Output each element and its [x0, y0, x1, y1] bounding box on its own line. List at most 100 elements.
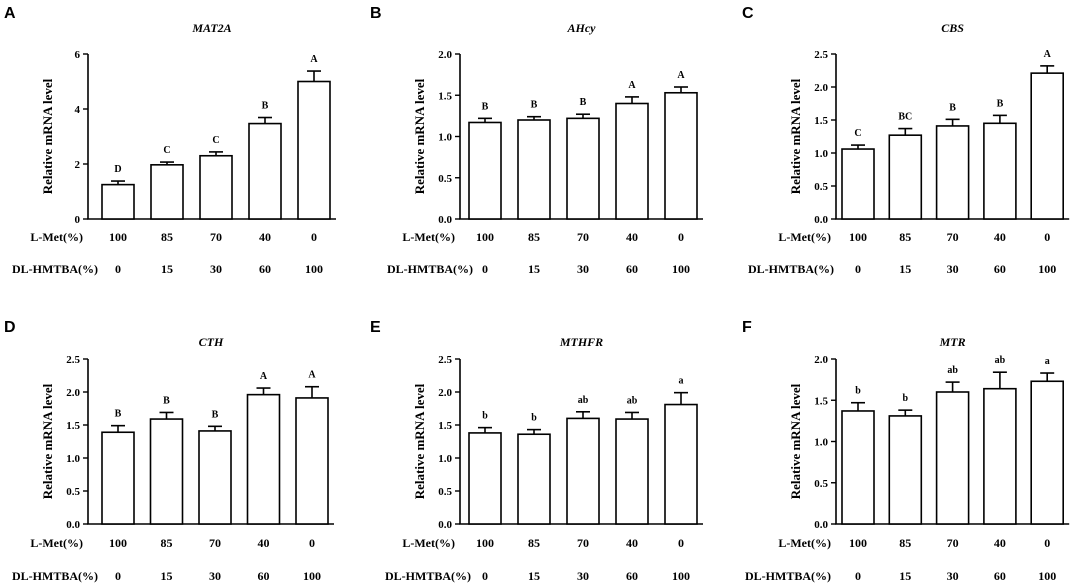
- y-tick-label: 2.5: [438, 354, 452, 366]
- bar: [935, 125, 970, 220]
- significance-letter: A: [1044, 49, 1052, 60]
- bar: [517, 119, 551, 220]
- panel-letter: B: [370, 5, 382, 22]
- significance-letter: B: [163, 395, 170, 406]
- chart-title: MAT2A: [191, 21, 231, 35]
- chart-panel-f: F MTR Relative mRNA level 0.0 0.5 1.0 1.5 2.0 b 1…: [742, 319, 1070, 583]
- bar: [517, 433, 551, 525]
- y-axis-label: Relative mRNA level: [40, 78, 55, 194]
- dlhmtba-value: 100: [672, 262, 690, 276]
- significance-letter: A: [628, 80, 636, 91]
- chart-panel-b: B AHcy Relative mRNA level 0.0 0.5 1.0 1.5 2.0 B…: [370, 5, 703, 276]
- significance-letter: b: [903, 393, 909, 404]
- dlhmtba-value: 30: [577, 569, 589, 583]
- significance-letter: A: [677, 70, 685, 81]
- bar: [1030, 380, 1064, 525]
- bar: [101, 183, 135, 220]
- bar: [935, 391, 970, 525]
- panel-letter: A: [4, 5, 16, 22]
- chart-title: CTH: [199, 335, 224, 349]
- lmet-row-label: L-Met(%): [30, 536, 83, 550]
- y-tick-label: 4: [75, 104, 81, 116]
- significance-letter: b: [531, 413, 537, 424]
- dlhmtba-value: 0: [855, 262, 861, 276]
- significance-letter: BC: [898, 112, 912, 123]
- lmet-value: 0: [678, 536, 684, 550]
- y-tick-label: 1.0: [438, 132, 452, 144]
- chart-title: MTR: [939, 335, 966, 349]
- dlhmtba-value: 15: [899, 569, 911, 583]
- bar: [468, 432, 502, 525]
- lmet-value: 40: [626, 536, 638, 550]
- dlhmtba-value: 100: [1038, 569, 1056, 583]
- chart-panel-d: D CTH Relative mRNA level 0.0 0.5 1.0 1.5 2.0 2.…: [4, 319, 334, 583]
- bar: [198, 430, 232, 525]
- significance-letter: C: [854, 128, 861, 139]
- lmet-value: 85: [899, 230, 911, 244]
- dlhmtba-value: 100: [672, 569, 690, 583]
- bar: [297, 80, 331, 220]
- dlhmtba-row-label: DL-HMTBA(%): [12, 569, 98, 583]
- bar: [888, 134, 923, 220]
- lmet-row-label: L-Met(%): [778, 230, 831, 244]
- lmet-value: 70: [577, 230, 589, 244]
- y-tick-label: 0.0: [438, 214, 452, 226]
- panel-letter: F: [742, 319, 752, 336]
- lmet-value: 100: [849, 230, 867, 244]
- y-tick-label: 0.0: [66, 519, 80, 531]
- bar: [1030, 72, 1064, 220]
- y-tick-label: 0.0: [814, 214, 828, 226]
- y-tick-label: 0.5: [814, 478, 828, 490]
- dlhmtba-row-label: DL-HMTBA(%): [12, 262, 98, 276]
- y-tick-label: 2.0: [66, 387, 80, 399]
- dlhmtba-value: 60: [258, 569, 270, 583]
- y-tick-label: 1.5: [438, 90, 452, 102]
- lmet-value: 70: [210, 230, 222, 244]
- chart-panel-a: A MAT2A Relative mRNA level 0 2 4 6 D 100 0 C 85 15 C…: [4, 5, 336, 276]
- significance-letter: A: [310, 54, 318, 65]
- panel-letter: E: [370, 319, 381, 336]
- bar: [841, 410, 875, 525]
- y-tick-label: 2.0: [814, 354, 828, 366]
- dlhmtba-row-label: DL-HMTBA(%): [385, 569, 471, 583]
- lmet-value: 100: [476, 536, 494, 550]
- significance-letter: a: [679, 376, 684, 387]
- y-tick-label: 6: [75, 49, 81, 61]
- significance-letter: A: [260, 371, 268, 382]
- y-tick-label: 1.0: [814, 437, 828, 449]
- y-axis-label: Relative mRNA level: [40, 383, 55, 499]
- dlhmtba-value: 0: [115, 262, 121, 276]
- lmet-value: 70: [947, 536, 959, 550]
- y-tick-label: 2.0: [438, 387, 452, 399]
- y-axis-label: Relative mRNA level: [788, 78, 803, 194]
- y-tick-label: 0.0: [438, 519, 452, 531]
- bar: [888, 415, 923, 525]
- bar: [983, 122, 1017, 220]
- bar: [566, 117, 600, 220]
- lmet-value: 85: [528, 536, 540, 550]
- dlhmtba-value: 0: [482, 262, 488, 276]
- bar: [246, 393, 281, 525]
- chart-panel-e: E MTHFR Relative mRNA level 0.0 0.5 1.0 1.5 2.0…: [370, 319, 703, 583]
- significance-letter: ab: [995, 355, 1006, 366]
- lmet-row-label: L-Met(%): [402, 230, 455, 244]
- dlhmtba-value: 30: [209, 569, 221, 583]
- lmet-value: 40: [626, 230, 638, 244]
- bar: [295, 397, 329, 525]
- y-tick-label: 0: [75, 214, 81, 226]
- significance-letter: B: [949, 102, 956, 113]
- y-tick-label: 1.5: [814, 395, 828, 407]
- dlhmtba-row-label: DL-HMTBA(%): [387, 262, 473, 276]
- significance-letter: ab: [578, 395, 589, 406]
- bar: [150, 164, 184, 220]
- dlhmtba-value: 15: [161, 262, 173, 276]
- y-axis-label: Relative mRNA level: [412, 383, 427, 499]
- y-tick-label: 1.0: [66, 453, 80, 465]
- significance-letter: D: [114, 164, 121, 175]
- y-tick-label: 1.5: [438, 420, 452, 432]
- bar: [615, 418, 649, 525]
- y-tick-label: 2: [75, 159, 81, 171]
- dlhmtba-value: 0: [855, 569, 861, 583]
- lmet-row-label: L-Met(%): [402, 536, 455, 550]
